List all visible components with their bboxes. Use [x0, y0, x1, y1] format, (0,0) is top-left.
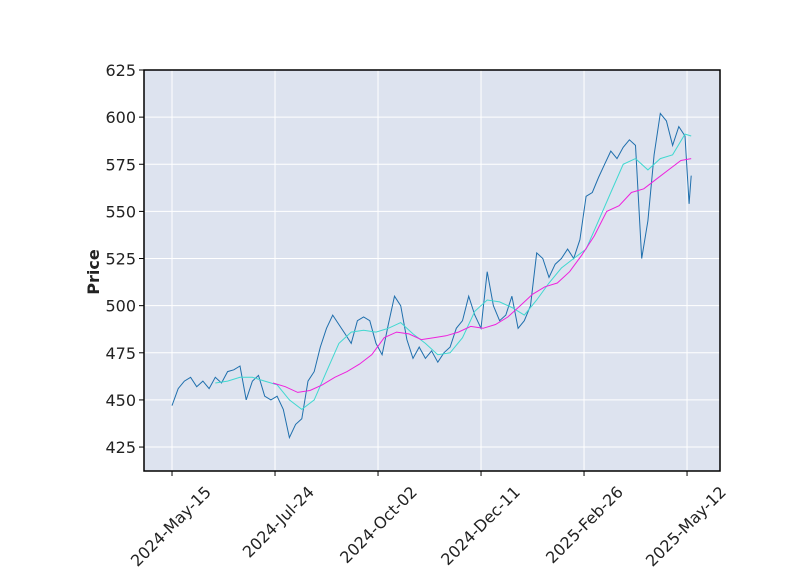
x-tick-label: 2025-Feb-26 — [542, 482, 627, 567]
y-axis-label: Price — [84, 249, 103, 295]
y-tick-label: 450 — [105, 391, 136, 410]
price-line — [171, 112, 692, 440]
plot-frame — [143, 69, 721, 472]
x-tick-label: 2025-May-12 — [642, 482, 730, 570]
y-tick-label: 600 — [105, 108, 136, 127]
y-tick-label: 500 — [105, 297, 136, 316]
x-tick-label: 2024-Dec-11 — [437, 482, 524, 569]
price-line — [272, 158, 692, 393]
plot-area — [144, 70, 720, 471]
y-tick-label: 550 — [105, 202, 136, 221]
x-tick-label: 2024-May-15 — [127, 482, 215, 570]
price-line — [215, 133, 692, 411]
y-tick-label: 575 — [105, 155, 136, 174]
x-tick-label: 2024-Oct-02 — [336, 482, 421, 567]
y-tick-label: 425 — [105, 438, 136, 457]
x-tick-label: 2024-Jul-24 — [239, 482, 318, 561]
y-tick-label: 475 — [105, 344, 136, 363]
y-tick-label: 525 — [105, 250, 136, 269]
y-tick-label: 625 — [105, 61, 136, 80]
